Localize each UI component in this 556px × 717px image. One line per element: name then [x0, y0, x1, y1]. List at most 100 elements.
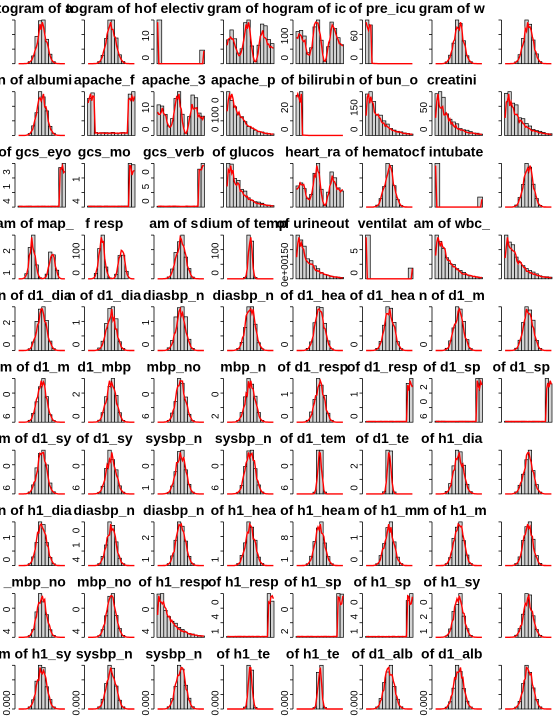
density-curve: [18, 595, 65, 638]
density-curve: [87, 93, 136, 135]
panel-title: of pre_icu: [349, 0, 416, 16]
tick-label: 0: [211, 270, 222, 276]
tick-label: 0: [211, 97, 222, 103]
panel-title: of d1_alb: [352, 645, 413, 661]
tick-label: 100: [211, 106, 222, 123]
tick-label: 6: [211, 485, 222, 491]
histogram-panel: of h1_hea 1 8: [280, 502, 346, 567]
histogram-panel: [498, 593, 552, 638]
density-curve: [296, 595, 344, 638]
histogram-panel: dium of temp 0 100: [199, 215, 287, 280]
histogram-bar: [385, 671, 390, 710]
panel-title: n of d1_m: [419, 287, 485, 303]
histogram-bar: [200, 115, 205, 136]
tick-label: 4: [2, 198, 13, 204]
tick-label: 1: [141, 319, 152, 325]
tick-label: 1: [211, 628, 222, 634]
density-curve: [88, 667, 135, 710]
tick-label: 0: [280, 606, 291, 612]
histogram-panel: of h1_te 0.000: [211, 645, 274, 716]
histogram-bar: [236, 114, 241, 136]
histogram-panel: ventilat 0 5: [350, 215, 414, 280]
density-curve: [156, 93, 205, 135]
density-curve: [18, 667, 65, 710]
panel-title: n of d1_dia: [67, 287, 141, 303]
histogram-panel: gram of ic 0 100: [279, 0, 346, 65]
tick-label: 50: [419, 102, 430, 114]
density-curve: [157, 666, 204, 710]
histogram-panel: of hematoc: [345, 143, 420, 208]
tick-label: 1: [141, 556, 152, 562]
histogram-bar: [190, 94, 195, 136]
panel-title: sysbp_n: [76, 645, 133, 661]
histogram-bar: [438, 240, 443, 280]
tick-label: 3: [2, 169, 13, 175]
panel-title: of bilirubi: [281, 72, 345, 88]
histogram-panel: of h1_hea 1: [211, 502, 276, 567]
tick-label: 2: [350, 463, 361, 469]
histogram-panel: diasbp_n 0 1: [141, 287, 204, 352]
tick-label: 6: [2, 485, 13, 491]
panel-title: m of d1_sy: [0, 430, 72, 446]
density-curve: [296, 523, 343, 567]
panel-title: dium of temp: [199, 215, 287, 231]
tick-label: 0: [350, 599, 361, 605]
histogram-bar: [160, 593, 165, 638]
histogram-bar: [163, 113, 168, 136]
tick-label: 100: [72, 242, 83, 259]
tick-label: 1: [350, 391, 361, 397]
panel-title: togram of a: [0, 0, 73, 16]
histogram-panel: of d1_hea 0: [280, 287, 346, 352]
density-curve: [435, 22, 482, 65]
histogram-panel: gram of w: [419, 0, 485, 65]
histogram-panel: gcs_mo 4 1: [72, 143, 136, 208]
panel-title: n of albumi: [0, 72, 72, 88]
histogram-panel: d1_mbp 0 2: [72, 359, 135, 423]
histogram-panel: n of bun_o 0 150: [346, 72, 418, 136]
histogram-panel: _mbp_no 4 0: [2, 574, 66, 638]
histogram-panel: [498, 521, 552, 567]
histogram-bar: [375, 114, 380, 136]
panel-title: togram of h: [66, 0, 143, 16]
histogram-bar: [156, 104, 161, 136]
tick-label: 0: [72, 527, 83, 533]
panel-title: creatini: [427, 72, 477, 88]
histogram-panel: [498, 306, 552, 352]
density-curve: [366, 380, 414, 423]
panel-title: of d1_resp: [347, 359, 418, 375]
tick-label: 60: [350, 30, 361, 42]
histogram-bar: [517, 262, 522, 280]
panel-title: of d1_tem: [280, 430, 346, 446]
tick-label: 0: [2, 391, 13, 397]
tick-label: 0: [72, 606, 83, 612]
density-curve: [88, 308, 135, 352]
panel-title: of h1_sp: [284, 574, 342, 590]
panel-title: of urineout: [276, 215, 349, 231]
panel-title: m of h1_m: [347, 502, 417, 518]
panel-title: of d1_resp: [277, 359, 348, 375]
histogram-panel: of d1_resp 0 1: [347, 359, 418, 423]
tick-label: 0.000: [350, 690, 361, 715]
tick-label: 0.000: [72, 690, 83, 715]
histogram-bar: [131, 164, 136, 208]
panel-title: mbp_n: [220, 359, 266, 375]
histogram-panel: am of map_ 1 2: [0, 215, 74, 280]
tick-label: 0: [280, 341, 291, 347]
histogram-panel: f resp 0 100: [72, 215, 135, 280]
density-curve: [365, 93, 413, 136]
histogram-panel: n of albumi: [0, 72, 72, 137]
panel-title: mbp_no: [147, 359, 201, 375]
tick-label: 10: [141, 30, 152, 42]
histogram-panel: togram of a: [0, 0, 73, 65]
tick-label: 0: [141, 126, 152, 132]
density-curve: [157, 164, 205, 208]
tick-label: 0.000: [141, 690, 152, 715]
density-curve: [226, 92, 274, 135]
panel-title: ventilat: [358, 215, 407, 231]
density-curve: [434, 93, 483, 136]
histogram-bar: [339, 593, 344, 638]
density-curve: [365, 237, 414, 280]
histogram-bar: [455, 603, 460, 638]
